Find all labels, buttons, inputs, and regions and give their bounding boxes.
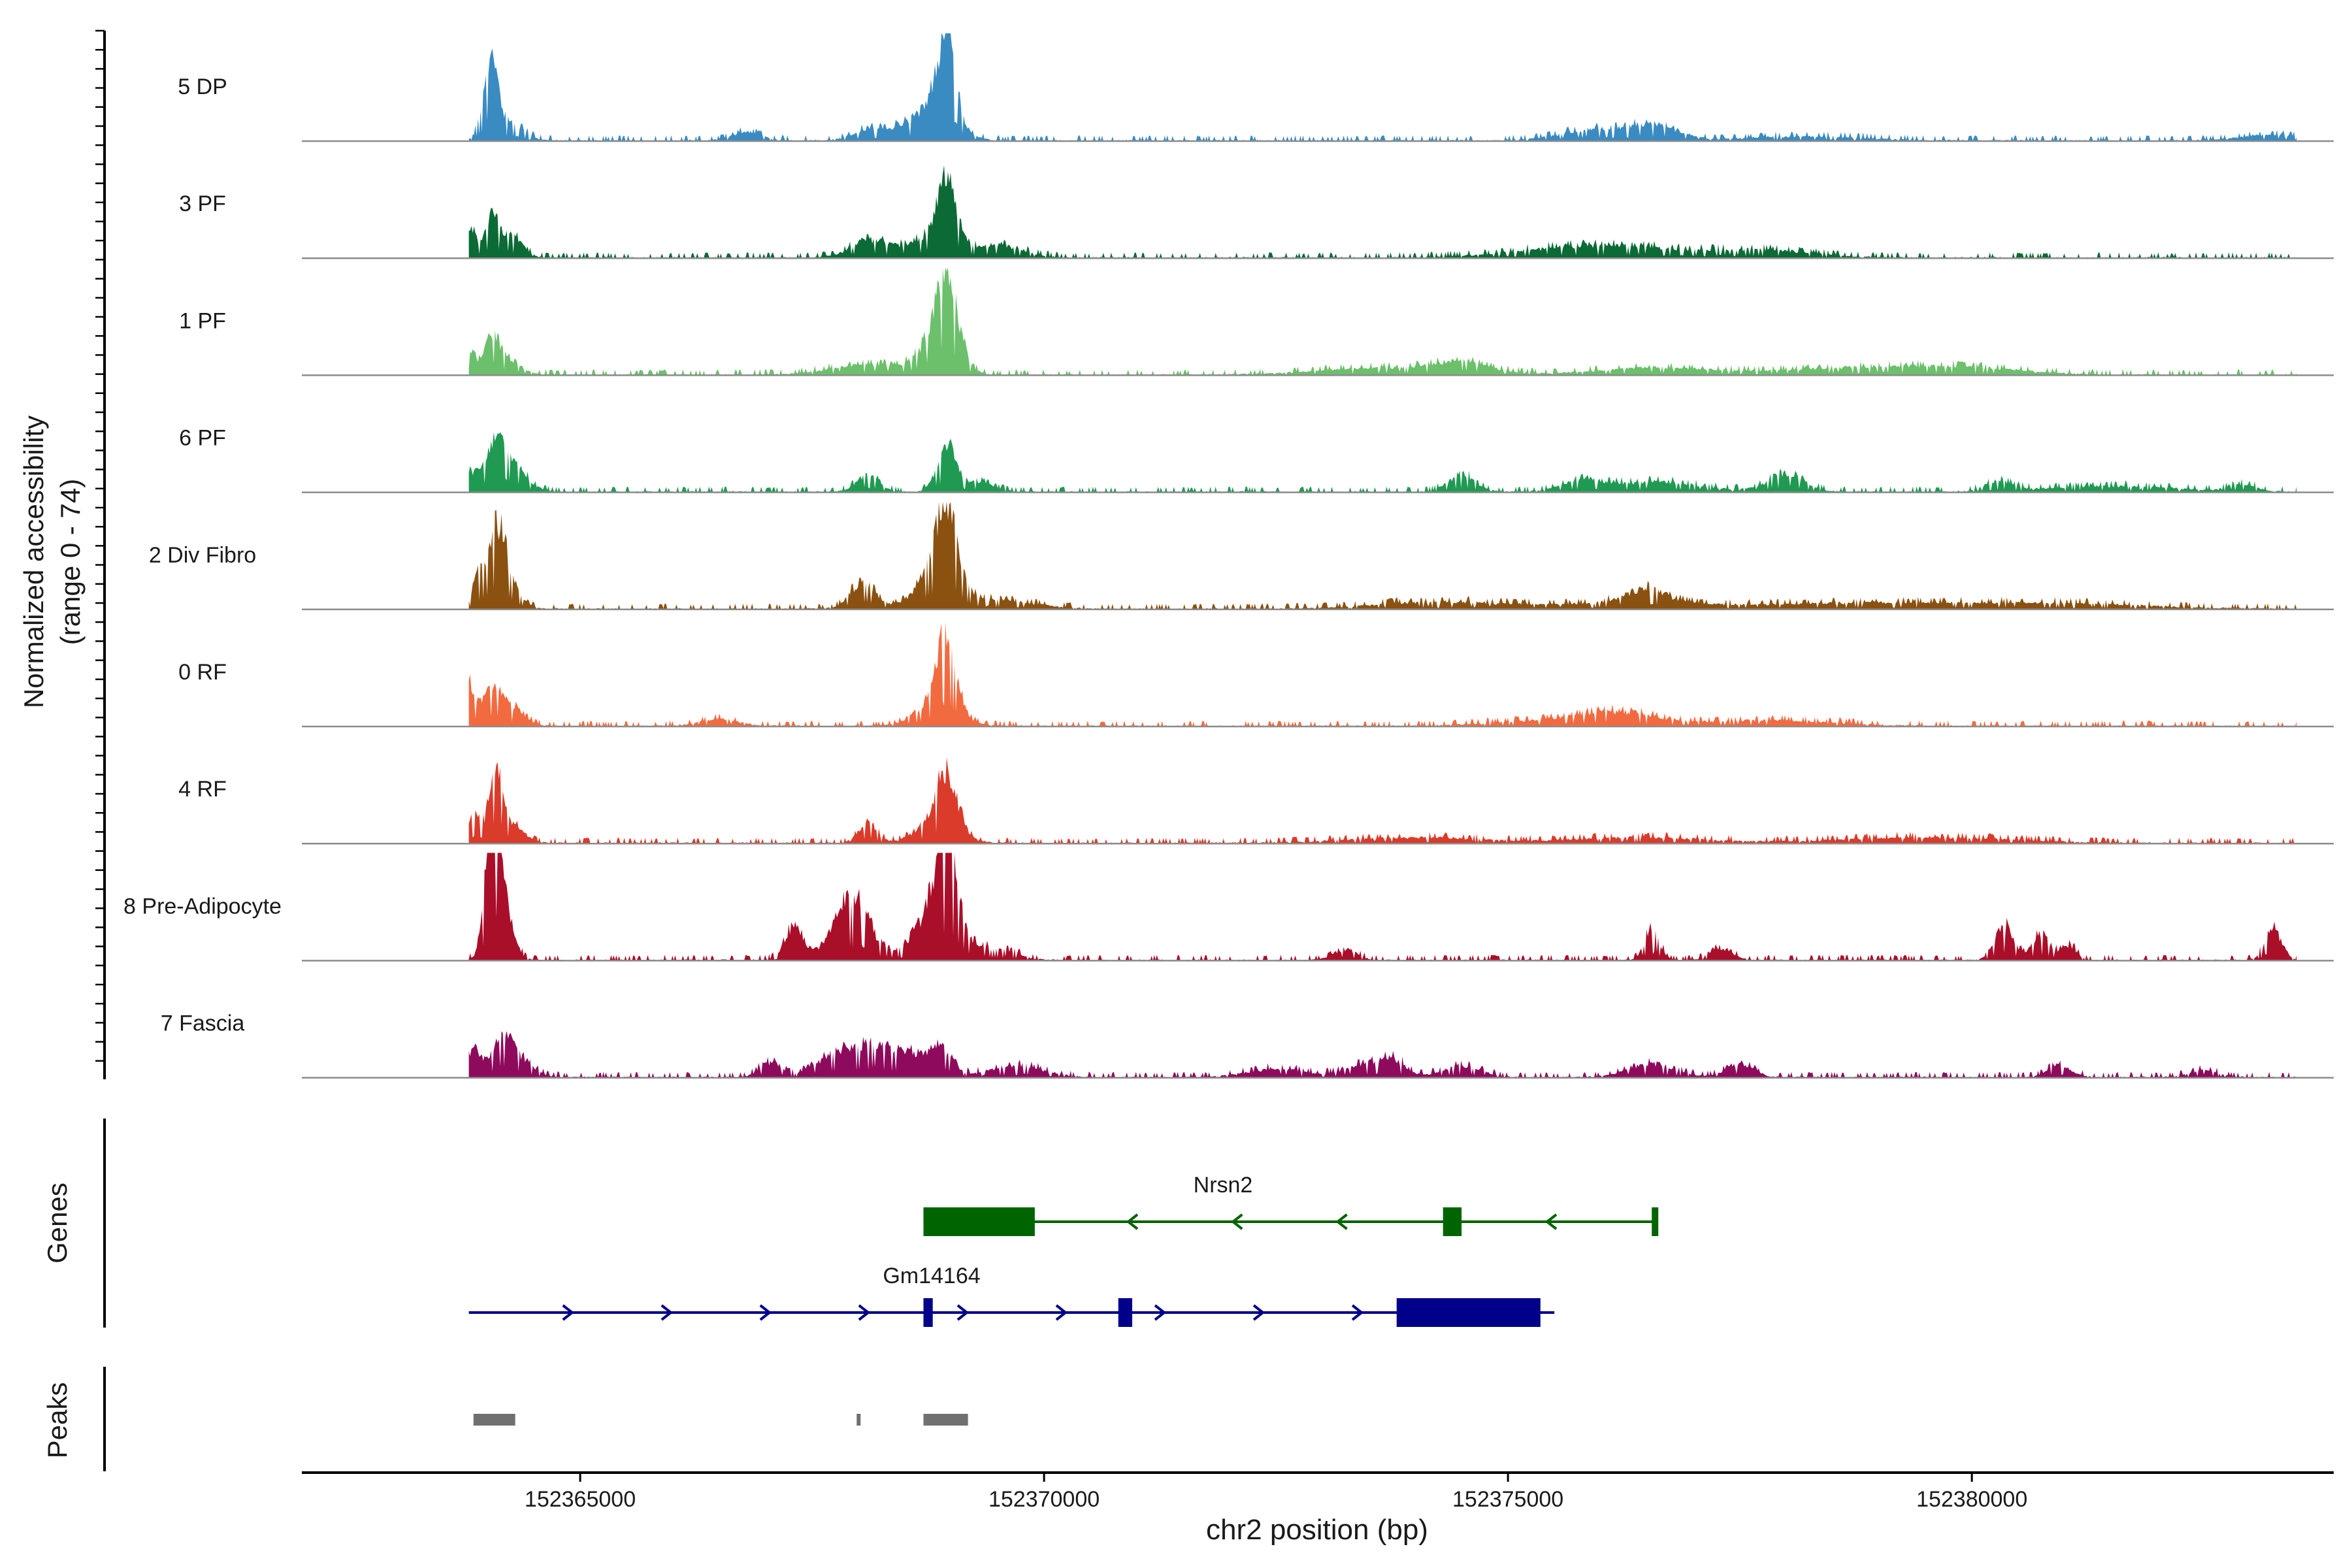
strand-chevron	[1335, 1213, 1348, 1230]
strand-chevron	[759, 1304, 772, 1321]
strand-chevron	[858, 1304, 871, 1321]
coverage-area	[468, 432, 2297, 493]
x-tick-label: 152380000	[1916, 1487, 2027, 1512]
y-axis-title: Normalized accessibility	[18, 416, 49, 708]
gene-gm14164: Gm14164	[468, 1264, 1555, 1327]
track-8-pre-adipocyte: 8 Pre-Adipocyte	[123, 853, 2334, 962]
coverage-area	[468, 757, 2297, 844]
track-4-rf: 4 RF	[178, 757, 2334, 845]
peak-region	[923, 1414, 968, 1426]
genes-track-label: Genes	[42, 1183, 73, 1264]
coverage-area	[468, 267, 2297, 376]
coverage-area	[468, 1031, 2297, 1078]
peak-region	[473, 1414, 515, 1426]
x-axis-title: chr2 position (bp)	[1206, 1514, 1428, 1546]
gene-exon	[1396, 1298, 1541, 1327]
strand-chevron	[562, 1304, 574, 1321]
strand-chevron	[956, 1304, 970, 1321]
strand-chevron	[1252, 1304, 1266, 1321]
strand-chevron	[1231, 1213, 1243, 1230]
track-7-fascia: 7 Fascia	[161, 1011, 2334, 1079]
gene-label: Nrsn2	[1194, 1173, 1253, 1198]
track-label: 4 RF	[178, 777, 227, 802]
coverage-area	[468, 165, 2297, 259]
strand-chevron	[1126, 1213, 1139, 1230]
y-axis-range: (range 0 - 74)	[55, 479, 86, 645]
coverage-area	[468, 621, 2297, 727]
gene-exon	[1652, 1207, 1659, 1236]
track-label: 1 PF	[179, 308, 226, 333]
track-label: 0 RF	[178, 660, 227, 685]
track-label: 7 Fascia	[161, 1011, 245, 1036]
strand-chevron	[1154, 1304, 1167, 1321]
y-axis-ticks	[95, 29, 105, 1062]
track-label: 5 DP	[178, 74, 227, 99]
peaks-track-label: Peaks	[42, 1382, 73, 1459]
track-label: 8 Pre-Adipocyte	[123, 894, 282, 919]
gene-exon	[923, 1207, 1035, 1236]
peak-track	[473, 1414, 968, 1426]
gene-nrsn2: Nrsn2	[923, 1173, 1659, 1236]
track-2-div-fibro: 2 Div Fibro	[149, 501, 2334, 611]
gene-track: Nrsn2 Gm14164	[468, 1173, 1659, 1327]
strand-chevron	[1351, 1304, 1364, 1321]
peak-region	[857, 1414, 861, 1426]
track-label: 6 PF	[179, 426, 226, 451]
gene-exon	[923, 1298, 933, 1327]
track-6-pf: 6 PF	[179, 426, 2334, 493]
coverage-area	[468, 853, 2297, 961]
x-tick-label: 152365000	[525, 1487, 636, 1512]
x-tick-label: 152375000	[1452, 1487, 1563, 1512]
track-0-rf: 0 RF	[178, 621, 2334, 728]
strand-chevron	[1544, 1213, 1558, 1230]
gene-label: Gm14164	[883, 1264, 980, 1288]
x-axis-ticks: 152365000 152370000 152375000 152380000	[525, 1473, 2027, 1512]
strand-chevron	[1055, 1304, 1068, 1321]
track-5-dp: 5 DP	[178, 33, 2334, 142]
strand-chevron	[661, 1304, 673, 1321]
track-1-pf: 1 PF	[179, 267, 2334, 376]
track-label: 3 PF	[179, 191, 226, 216]
gene-exon	[1118, 1298, 1132, 1327]
track-3-pf: 3 PF	[179, 165, 2334, 259]
gene-exon	[1443, 1207, 1462, 1236]
x-tick-label: 152370000	[988, 1487, 1100, 1512]
coverage-tracks: 5 DP 3 PF 1 PF 6 PF 2 Div Fibro 0 RF 4 RF 8 Pre…	[123, 33, 2334, 1079]
track-label: 2 Div Fibro	[149, 543, 256, 568]
coverage-area	[468, 501, 2297, 610]
coverage-area	[468, 33, 2297, 141]
